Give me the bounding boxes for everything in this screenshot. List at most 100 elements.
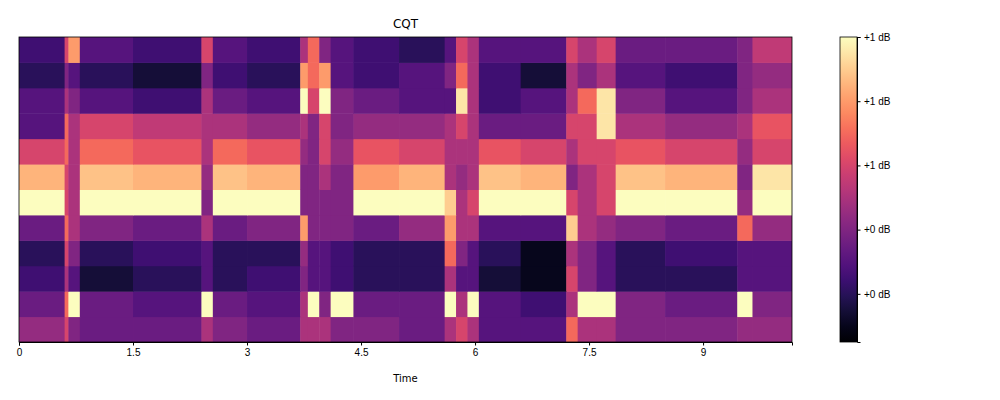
- heatmap-cell: [665, 139, 738, 165]
- heatmap-cell: [19, 317, 65, 342]
- heatmap-cell: [578, 139, 598, 165]
- heatmap-cell: [665, 291, 738, 317]
- heatmap-cell: [331, 164, 354, 190]
- heatmap-cell: [331, 240, 354, 266]
- heatmap-cell: [521, 164, 567, 190]
- heatmap-cell: [201, 291, 213, 317]
- heatmap-cell: [80, 240, 134, 266]
- heatmap-cell: [616, 266, 666, 292]
- x-tick-label: 6: [473, 347, 479, 358]
- heatmap-cell: [213, 113, 248, 139]
- x-tick-label: 7.5: [583, 347, 597, 358]
- heatmap-cell: [752, 62, 792, 88]
- heatmap-cell: [201, 190, 213, 216]
- heatmap-cell: [247, 266, 301, 292]
- x-tick: 0: [17, 342, 23, 358]
- heatmap-cell: [752, 139, 792, 165]
- heatmap-cell: [319, 88, 331, 114]
- heatmap-cell: [467, 215, 479, 241]
- heatmap-cell: [752, 113, 792, 139]
- x-tick: 1.5: [127, 342, 141, 358]
- heatmap-cell: [300, 266, 308, 292]
- heatmap-cell: [665, 317, 738, 342]
- heatmap-cell: [597, 215, 617, 241]
- heatmap-cell: [213, 240, 248, 266]
- x-tick: 7.5: [583, 342, 597, 358]
- heatmap-cell: [479, 215, 521, 241]
- heatmap-cell: [65, 190, 69, 216]
- heatmap-cell: [68, 266, 80, 292]
- colorbar-tick: +1 dB: [857, 32, 891, 43]
- heatmap-cell: [133, 266, 202, 292]
- heatmap-cell: [353, 317, 399, 342]
- heatmap-cell: [213, 317, 248, 342]
- heatmap-cell: [578, 37, 598, 63]
- heatmap-cell: [247, 139, 301, 165]
- heatmap-cell: [213, 266, 248, 292]
- heatmap-cell: [566, 291, 578, 317]
- x-tick-label: 4.5: [355, 347, 369, 358]
- heatmap-cell: [521, 215, 567, 241]
- heatmap-cell: [80, 215, 134, 241]
- heatmap-cell: [597, 190, 617, 216]
- heatmap-cell: [616, 139, 666, 165]
- heatmap-cell: [665, 240, 738, 266]
- heatmap-cell: [319, 317, 331, 342]
- heatmap-cell: [566, 113, 578, 139]
- heatmap-cell: [566, 317, 578, 342]
- heatmap-cell: [80, 266, 134, 292]
- heatmap-cell: [479, 164, 521, 190]
- heatmap-cell: [479, 266, 521, 292]
- heatmap-cell: [353, 215, 399, 241]
- heatmap-cell: [566, 37, 578, 63]
- heatmap-cell: [752, 240, 792, 266]
- heatmap-cell: [578, 113, 598, 139]
- heatmap-cell: [201, 215, 213, 241]
- heatmap-cell: [566, 164, 578, 190]
- heatmap-cell: [308, 240, 320, 266]
- heatmap-cell: [247, 37, 301, 63]
- heatmap-cell: [68, 190, 80, 216]
- heatmap-cell: [737, 240, 753, 266]
- heatmap-cell: [597, 139, 617, 165]
- x-tick: 9: [701, 342, 707, 358]
- heatmap-cell: [479, 317, 521, 342]
- heatmap-cell: [308, 139, 320, 165]
- heatmap-cell: [479, 37, 521, 63]
- heatmap-cell: [445, 190, 457, 216]
- heatmap-cell: [353, 164, 399, 190]
- heatmap-cell: [737, 215, 753, 241]
- heatmap-cell: [616, 88, 666, 114]
- heatmap-cell: [308, 88, 320, 114]
- heatmap-cell: [331, 215, 354, 241]
- heatmap-cell: [247, 317, 301, 342]
- colorbar: [840, 37, 857, 342]
- x-tick: 4.5: [355, 342, 369, 358]
- heatmap-cell: [616, 113, 666, 139]
- heatmap-cell: [353, 266, 399, 292]
- x-tick-mark: [247, 342, 248, 346]
- heatmap-cell: [133, 190, 202, 216]
- heatmap-cell: [65, 215, 69, 241]
- heatmap-cell: [665, 190, 738, 216]
- heatmap-cell: [752, 88, 792, 114]
- heatmap-cell: [65, 139, 69, 165]
- heatmap-cell: [65, 37, 69, 63]
- heatmap-cell: [331, 113, 354, 139]
- heatmap-cell: [479, 113, 521, 139]
- heatmap-cell: [201, 139, 213, 165]
- heatmap-cell: [133, 139, 202, 165]
- heatmap-cell: [456, 62, 468, 88]
- heatmap-cell: [331, 317, 354, 342]
- heatmap-cell: [319, 62, 331, 88]
- heatmap-cell: [247, 240, 301, 266]
- heatmap-cell: [665, 113, 738, 139]
- heatmap-cell: [737, 113, 753, 139]
- heatmap-cell: [616, 37, 666, 63]
- heatmap-cell: [578, 266, 598, 292]
- heatmap-cell: [133, 37, 202, 63]
- heatmap-cell: [445, 215, 457, 241]
- heatmap-cell: [616, 317, 666, 342]
- heatmap-cell: [521, 113, 567, 139]
- heatmap-cell: [68, 113, 80, 139]
